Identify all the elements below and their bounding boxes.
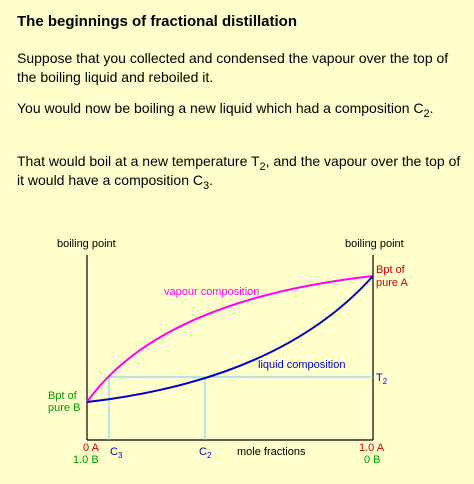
c3-label-sub: 3 (118, 451, 123, 460)
t2-label-main: T (376, 372, 383, 384)
left-axis-label: boiling point (57, 238, 116, 250)
paragraph-new-temperature-end: . (209, 172, 214, 188)
left-component-b: 1.0 B (73, 454, 99, 466)
x-axis-label: mole fractions (237, 446, 306, 458)
page-title: The beginnings of fractional distillatio… (17, 13, 298, 30)
paragraph-new-temperature-subscript-2: 3 (203, 180, 210, 192)
paragraph-new-liquid-text: You would now be boiling a new liquid wh… (17, 100, 424, 116)
bpt-pure-b-line2: pure B (48, 402, 80, 414)
vapour-composition-curve (86, 275, 374, 403)
paragraph-new-liquid: You would now be boiling a new liquid wh… (17, 99, 462, 120)
c2-label-sub: 2 (207, 451, 212, 460)
left-component-a: 0 A (83, 442, 100, 454)
right-component-b: 0 B (364, 454, 381, 466)
t2-label: T2 (376, 372, 388, 386)
paragraph-condense-vapour: Suppose that you collected and condensed… (17, 50, 449, 85)
bpt-pure-b-line1: Bpt of (48, 390, 78, 402)
bpt-pure-a-line2: pure A (376, 277, 408, 289)
bpt-pure-a-line1: Bpt of (376, 264, 406, 276)
right-component-a: 1.0 A (359, 442, 385, 454)
c2-label-main: C (199, 446, 207, 458)
liquid-curve-label: liquid composition (258, 359, 345, 371)
paragraph-new-liquid-end: . (429, 100, 434, 116)
c3-label: C3 (110, 446, 123, 460)
paragraph-new-temperature-mid: , and the vapour over the top of it woul… (17, 153, 461, 188)
c3-label-main: C (110, 446, 118, 458)
right-axis-label: boiling point (345, 238, 404, 250)
paragraph-new-liquid-subscript: 2 (423, 108, 430, 120)
c2-label: C2 (199, 446, 212, 460)
vapour-curve-label: vapour composition (164, 286, 259, 298)
paragraph-new-temperature-text: That would boil at a new temperature T (17, 153, 260, 169)
paragraph-new-temperature-subscript: 2 (259, 161, 266, 173)
t2-label-sub: 2 (383, 377, 388, 386)
paragraph-new-temperature: That would boil at a new temperature T2,… (17, 152, 462, 192)
liquid-composition-curve (86, 275, 374, 403)
